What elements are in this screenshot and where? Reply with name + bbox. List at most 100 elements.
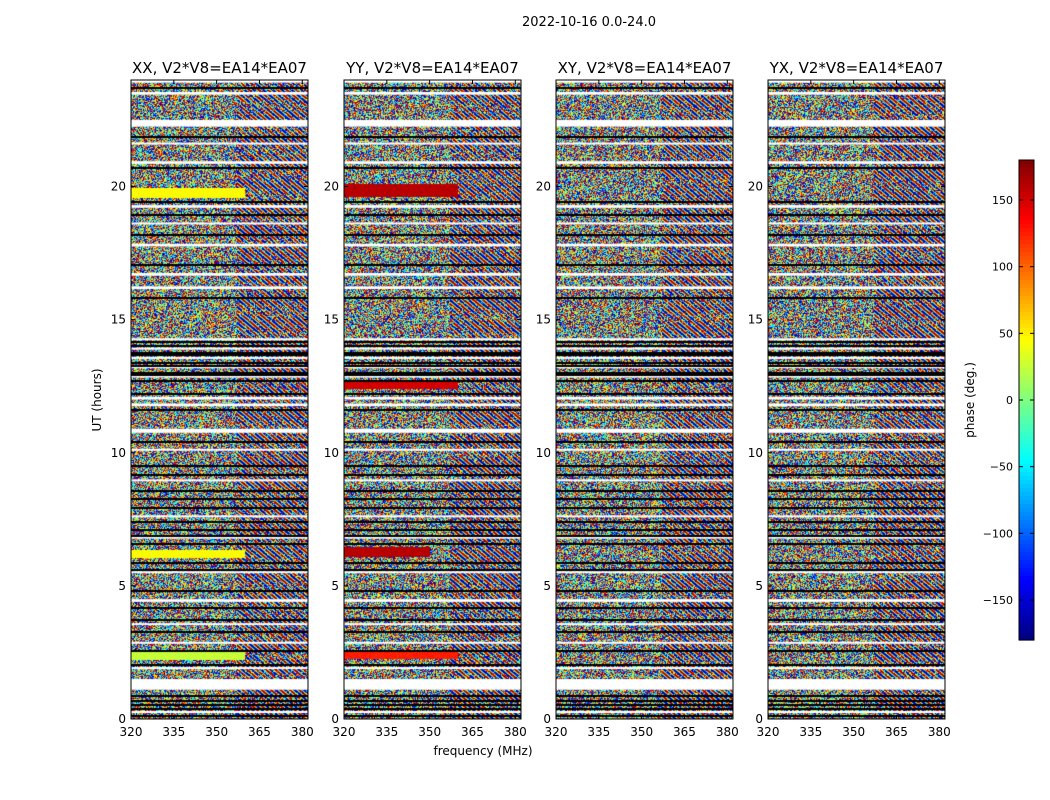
colorbar-segment (1019, 300, 1034, 305)
colorbar-segment (1019, 344, 1034, 349)
colorbar-segment (1019, 180, 1034, 185)
colorbar-segment (1019, 224, 1034, 229)
colorbar-tick-label: 150 (992, 194, 1013, 207)
colorbar-tick-label: −50 (990, 461, 1013, 474)
x-tick-label: 320 (120, 725, 143, 739)
colorbar-segment (1019, 232, 1034, 237)
x-tick-label: 350 (630, 725, 653, 739)
colorbar-segment (1019, 400, 1034, 405)
colorbar-segment (1019, 256, 1034, 261)
y-tick-label: 0 (543, 712, 551, 726)
colorbar-segment (1019, 164, 1034, 169)
panel-yy: YY, V2*V8=EA14*EA07 320 335 350 365 380 0 5 10 15… (324, 59, 527, 739)
colorbar-tick-label: 0 (1006, 394, 1013, 407)
colorbar-segment (1019, 416, 1034, 421)
colorbar-segment (1019, 456, 1034, 461)
x-tick-label: 365 (885, 725, 908, 739)
colorbar-segment (1019, 488, 1034, 493)
x-tick-label: 350 (418, 725, 441, 739)
y-tick-label: 20 (111, 180, 126, 194)
colorbar-segment (1019, 260, 1034, 265)
colorbar-segment (1019, 540, 1034, 545)
colorbar-segment (1019, 572, 1034, 577)
panel-xy: XY, V2*V8=EA14*EA07 320 335 350 365 380 0 5 10 15… (536, 59, 739, 739)
colorbar-segment (1019, 560, 1034, 565)
colorbar-segment (1019, 448, 1034, 453)
colorbar-segment (1019, 264, 1034, 269)
y-tick-label: 20 (748, 180, 763, 194)
colorbar-segment (1019, 480, 1034, 485)
colorbar-segment (1019, 172, 1034, 177)
colorbar-segment (1019, 520, 1034, 525)
x-tick-label: 335 (375, 725, 398, 739)
colorbar-segment (1019, 192, 1034, 197)
colorbar-segment (1019, 524, 1034, 529)
colorbar-segment (1019, 460, 1034, 465)
colorbar-segment (1019, 236, 1034, 241)
colorbar-segment (1019, 580, 1034, 585)
colorbar-segment (1019, 404, 1034, 409)
colorbar-segment (1019, 548, 1034, 553)
colorbar-segment (1019, 492, 1034, 497)
colorbar-segment (1019, 512, 1034, 517)
panel-xx: XX, V2*V8=EA14*EA07 320 335 350 365 380 0 5 10 15… (111, 59, 314, 739)
colorbar-segment (1019, 408, 1034, 413)
colorbar-segment (1019, 528, 1034, 533)
y-tick-label: 0 (118, 712, 126, 726)
colorbar-segment (1019, 436, 1034, 441)
y-tick-label: 15 (536, 313, 551, 327)
x-tick-label: 365 (248, 725, 271, 739)
colorbar-segment (1019, 184, 1034, 189)
colorbar-segment (1019, 268, 1034, 273)
colorbar-segment (1019, 616, 1034, 621)
colorbar-segment (1019, 472, 1034, 477)
colorbar-segment (1019, 352, 1034, 357)
colorbar-segment (1019, 316, 1034, 321)
colorbar-segment (1019, 544, 1034, 549)
x-tick-label: 335 (162, 725, 185, 739)
colorbar-segment (1019, 392, 1034, 397)
x-tick-label: 335 (587, 725, 610, 739)
colorbar-segment (1019, 364, 1034, 369)
colorbar-segment (1019, 576, 1034, 581)
phase-heatmap (556, 80, 733, 719)
colorbar-segment (1019, 604, 1034, 609)
colorbar-segment (1019, 248, 1034, 253)
colorbar-segment (1019, 432, 1034, 437)
colorbar-segment (1019, 588, 1034, 593)
colorbar-segment (1019, 200, 1034, 205)
colorbar-segment (1019, 292, 1034, 297)
colorbar-segment (1019, 320, 1034, 325)
y-tick-label: 10 (536, 446, 551, 460)
panel-title: YY, V2*V8=EA14*EA07 (345, 59, 519, 77)
y-tick-label: 5 (331, 579, 339, 593)
y-tick-label: 5 (118, 579, 126, 593)
colorbar-segment (1019, 348, 1034, 353)
y-tick-label: 5 (755, 579, 763, 593)
y-tick-label: 5 (543, 579, 551, 593)
colorbar-segment (1019, 496, 1034, 501)
colorbar-segment (1019, 332, 1034, 337)
colorbar-segment (1019, 216, 1034, 221)
colorbar-segment (1019, 592, 1034, 597)
colorbar-segment (1019, 376, 1034, 381)
colorbar-segment (1019, 244, 1034, 249)
colorbar-segment (1019, 252, 1034, 257)
colorbar-segment (1019, 372, 1034, 377)
colorbar-label: phase (deg.) (963, 362, 977, 438)
y-tick-label: 20 (324, 180, 339, 194)
y-tick-label: 10 (324, 446, 339, 460)
colorbar-segment (1019, 296, 1034, 301)
colorbar-segment (1019, 508, 1034, 513)
colorbar-segment (1019, 628, 1034, 633)
colorbar-segment (1019, 564, 1034, 569)
x-tick-label: 320 (757, 725, 780, 739)
colorbar-tick-label: 100 (992, 261, 1013, 274)
colorbar-tick-label: −100 (983, 527, 1013, 540)
colorbar-segment (1019, 288, 1034, 293)
colorbar-segment (1019, 276, 1034, 281)
colorbar-segment (1019, 220, 1034, 225)
colorbar-segment (1019, 624, 1034, 629)
colorbar-segment (1019, 552, 1034, 557)
y-tick-label: 15 (748, 313, 763, 327)
